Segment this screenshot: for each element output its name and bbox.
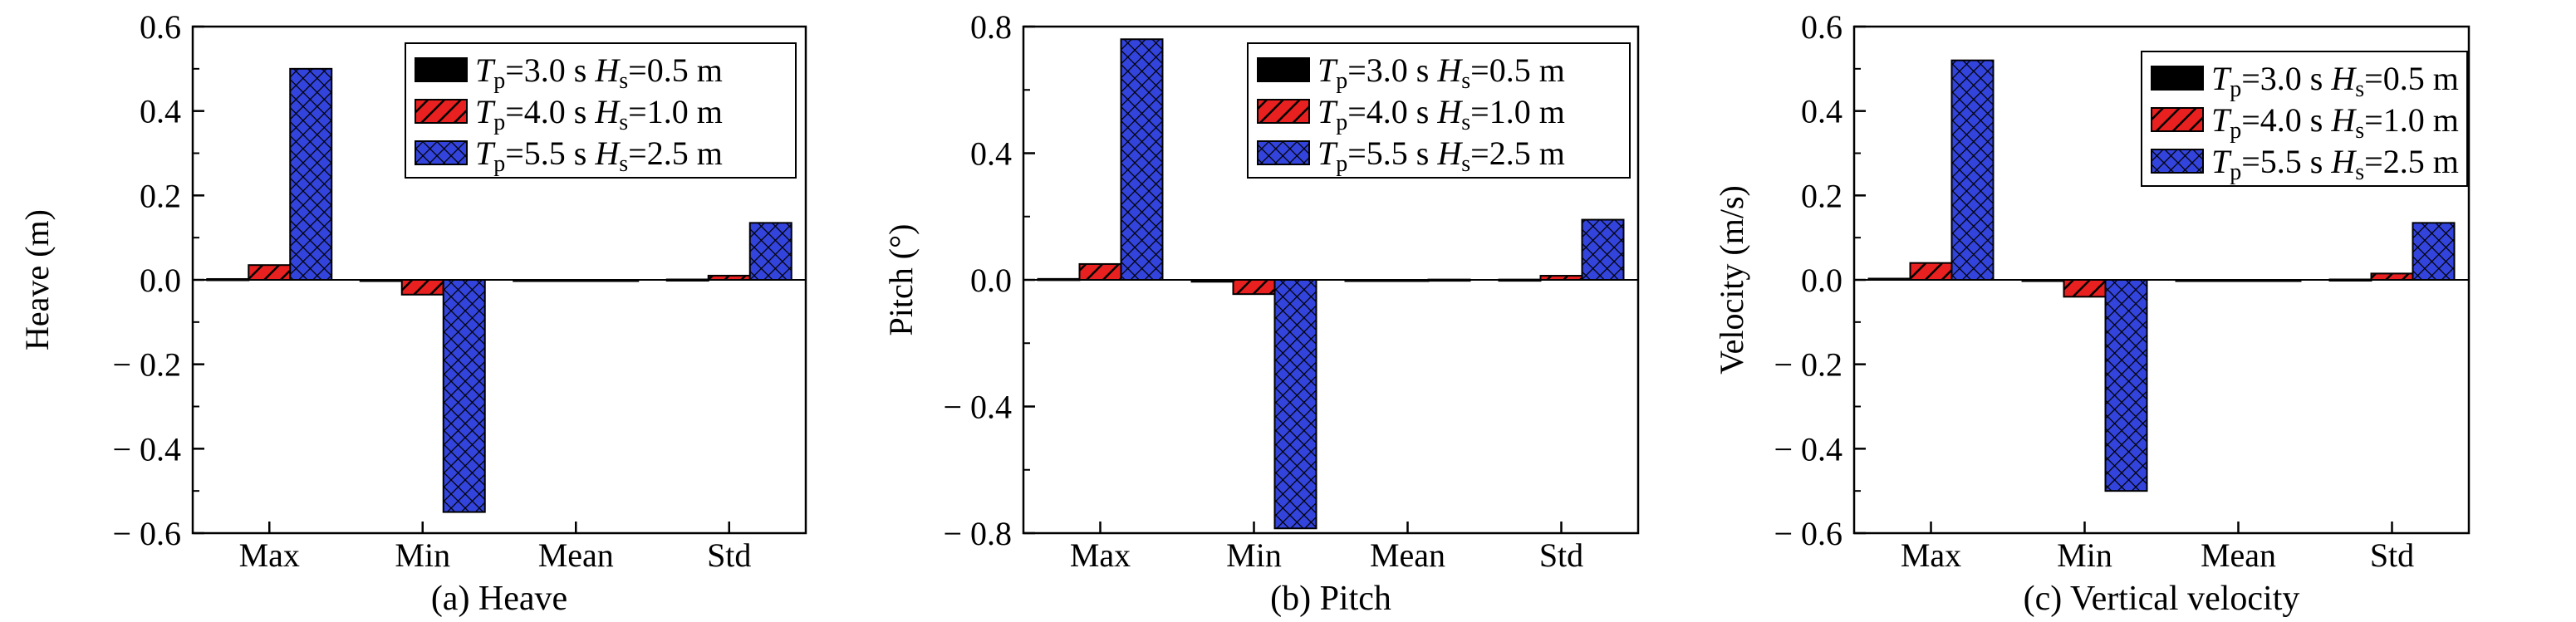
- legend-swatch-1: [1257, 57, 1310, 82]
- bar-series-3-max: [1950, 59, 1995, 282]
- y-tick-label: − 0.6: [112, 515, 181, 552]
- legend: Tp=3.0 s Hs=0.5 mTp=4.0 s Hs=1.0 mTp=5.5…: [405, 42, 797, 179]
- x-tick-label-max: Max: [1901, 536, 1961, 574]
- legend-swatch-2: [415, 99, 468, 124]
- x-tick-label-std: Std: [2370, 536, 2414, 574]
- panel-caption: (b) Pitch: [1270, 580, 1391, 618]
- y-tick-label: 0.8: [970, 8, 1012, 46]
- legend-box: [405, 42, 797, 179]
- chart-panel-2: − 0.8 − 0.4 0.0 0.4 0.8 Max Min Mean Std Pitch (°…: [882, 8, 1640, 618]
- y-tick-label: 0.4: [970, 135, 1012, 173]
- bar-series-2-max: [1909, 262, 1953, 281]
- y-tick-label: 0.6: [1801, 8, 1842, 46]
- bar-series-3-std: [748, 222, 792, 281]
- legend-entry-2: Tp=4.0 s Hs=1.0 m: [1317, 93, 1565, 135]
- legend: Tp=3.0 s Hs=0.5 mTp=4.0 s Hs=1.0 mTp=5.5…: [1247, 42, 1631, 179]
- y-tick-label: − 0.6: [1774, 515, 1842, 552]
- legend-entry-2: Tp=4.0 s Hs=1.0 m: [2211, 101, 2459, 144]
- bar-series-2-std: [2370, 272, 2414, 281]
- x-tick-label-std: Std: [707, 536, 751, 574]
- y-tick-label: 0.6: [140, 8, 181, 46]
- y-tick-label: 0.0: [970, 262, 1012, 299]
- chart-panel-1: − 0.6 − 0.4 − 0.2 0.0 0.2 0.4 0.6 Max Min Mean Std…: [18, 8, 807, 618]
- x-tick-label-min: Min: [1226, 536, 1282, 574]
- y-tick-label: 0.4: [1801, 93, 1842, 130]
- legend-swatch-3: [1257, 140, 1310, 165]
- legend-swatch-1: [2151, 66, 2204, 91]
- y-tick-label: − 0.4: [1774, 430, 1842, 468]
- bar-series-2-min: [2063, 279, 2107, 298]
- y-axis-title: Heave (m): [18, 209, 56, 350]
- y-tick-label: − 0.4: [943, 389, 1012, 426]
- y-axis-title: Pitch (°): [882, 224, 920, 336]
- y-tick-label: − 0.8: [943, 515, 1012, 552]
- y-tick-label: 0.0: [1801, 262, 1842, 299]
- legend-entry-1: Tp=3.0 s Hs=0.5 m: [475, 51, 723, 94]
- legend-box: [1247, 42, 1631, 179]
- bar-series-2-min: [1232, 279, 1276, 296]
- y-tick-label: 0.2: [140, 177, 181, 214]
- y-tick-label: 0.2: [1801, 177, 1842, 214]
- legend-entry-2: Tp=4.0 s Hs=1.0 m: [475, 93, 723, 135]
- x-tick-label-max: Max: [1070, 536, 1131, 574]
- bar-series-2-min: [400, 279, 444, 296]
- bar-series-3-min: [442, 279, 486, 513]
- bars: [1867, 59, 2456, 492]
- y-tick-label: 0.4: [140, 93, 181, 130]
- x-tick-label-mean: Mean: [2201, 536, 2276, 574]
- x-tick-label-max: Max: [239, 536, 300, 574]
- legend-entry-3: Tp=5.5 s Hs=2.5 m: [475, 135, 723, 177]
- legend-swatch-3: [415, 140, 468, 165]
- legend-swatch-2: [1257, 99, 1310, 124]
- bar-series-3-min: [1273, 279, 1317, 530]
- panel-caption: (c) Vertical velocity: [2024, 580, 2300, 618]
- bar-series-3-max: [1120, 38, 1164, 281]
- x-tick-label-mean: Mean: [538, 536, 614, 574]
- y-tick-label: − 0.2: [1774, 346, 1842, 384]
- bar-series-3-std: [1581, 218, 1625, 281]
- bars: [206, 67, 792, 513]
- legend-entry-3: Tp=5.5 s Hs=2.5 m: [1317, 135, 1565, 177]
- x-tick-label-std: Std: [1539, 536, 1583, 574]
- bar-series-2-max: [248, 264, 292, 282]
- legend-entry-3: Tp=5.5 s Hs=2.5 m: [2211, 143, 2459, 185]
- panel-caption: (a) Heave: [431, 580, 567, 618]
- legend-swatch-2: [2151, 107, 2204, 132]
- x-tick-label-min: Min: [395, 536, 450, 574]
- legend-entry-1: Tp=3.0 s Hs=0.5 m: [1317, 51, 1565, 94]
- legend-entry-1: Tp=3.0 s Hs=0.5 m: [2211, 60, 2459, 102]
- bar-series-3-min: [2104, 279, 2148, 492]
- bar-series-3-max: [289, 67, 333, 282]
- x-tick-label-min: Min: [2057, 536, 2112, 574]
- x-tick-label-mean: Mean: [1370, 536, 1445, 574]
- bar-series-2-max: [1078, 262, 1122, 281]
- chart-panel-3: − 0.6 − 0.4 − 0.2 0.0 0.2 0.4 0.6 Max Min Mean Std…: [1713, 8, 2471, 618]
- legend: Tp=3.0 s Hs=0.5 mTp=4.0 s Hs=1.0 mTp=5.5…: [2141, 51, 2468, 187]
- y-axis-title: Velocity (m/s): [1713, 185, 1750, 375]
- legend-swatch-3: [2151, 149, 2204, 174]
- y-tick-label: 0.0: [140, 262, 181, 299]
- y-tick-label: − 0.4: [112, 430, 181, 468]
- bar-series-3-std: [2412, 222, 2456, 281]
- legend-swatch-1: [415, 57, 468, 82]
- y-tick-label: − 0.2: [112, 346, 181, 384]
